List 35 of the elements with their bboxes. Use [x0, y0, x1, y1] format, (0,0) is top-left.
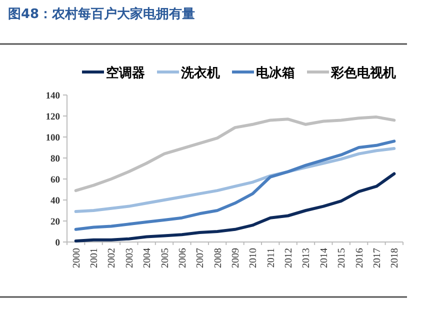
line-series	[74, 172, 396, 242]
x-tick-label: 2010	[248, 248, 260, 268]
x-tick-label: 2004	[142, 248, 154, 268]
x-tick-label: 2005	[160, 248, 171, 268]
y-tick-label: 120	[46, 112, 60, 122]
x-tick-label: 2012	[284, 248, 295, 268]
x-tick-label: 2018	[390, 248, 401, 268]
legend-label: 洗衣机	[180, 65, 220, 81]
y-tick-label: 60	[50, 175, 60, 186]
x-tick-label: 2007	[195, 248, 206, 268]
x-tick-label: 2014	[318, 248, 330, 268]
legend-label: 电冰箱	[256, 65, 295, 81]
x-tick-label: 2002	[106, 248, 118, 268]
y-tick-label: 100	[46, 133, 60, 144]
y-tick-label: 40	[50, 196, 60, 206]
legend-label: 空调器	[106, 65, 145, 81]
legend-label: 彩色电视机	[330, 65, 396, 81]
y-tick-label: 140	[46, 91, 60, 102]
x-tick-label: 2008	[212, 248, 224, 268]
x-tick-label: 2016	[354, 248, 366, 268]
x-tick-label: 2001	[89, 248, 100, 268]
x-tick-label: 2011	[266, 248, 277, 268]
y-tick-label: 80	[50, 154, 60, 164]
chart-title: 图48：农村每百户大家电拥有量	[8, 6, 196, 22]
line-series	[74, 116, 396, 192]
x-tick-label: 2000	[71, 248, 82, 268]
x-tick-label: 2015	[336, 248, 348, 268]
y-tick-label: 0	[55, 238, 60, 248]
x-tick-label: 2003	[124, 248, 136, 268]
x-tick-label: 2013	[301, 248, 312, 268]
line-series	[74, 140, 396, 231]
y-tick-label: 20	[50, 217, 60, 228]
x-tick-label: 2006	[177, 248, 188, 268]
x-tick-label: 2017	[372, 248, 383, 268]
x-tick-label: 2009	[230, 248, 242, 268]
